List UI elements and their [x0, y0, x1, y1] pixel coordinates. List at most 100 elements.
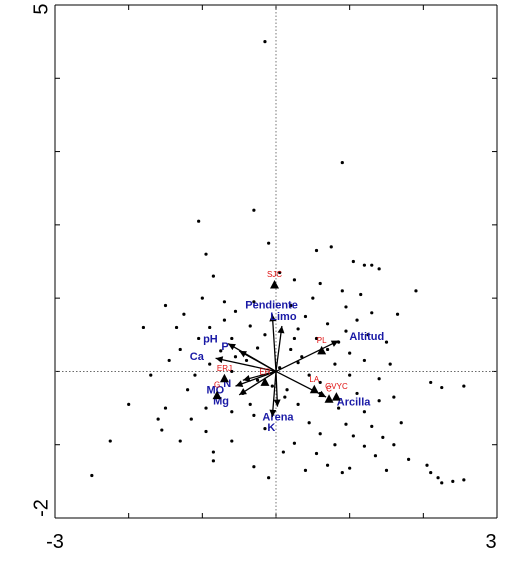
sample-point: [160, 428, 164, 432]
sample-point: [285, 388, 289, 392]
sample-point: [340, 470, 344, 475]
sample-point: [395, 312, 400, 316]
sample-point: [307, 421, 311, 425]
vector-line: [271, 314, 277, 372]
site-label: ERJ: [217, 364, 232, 373]
sample-point: [362, 444, 366, 448]
sample-point: [204, 406, 208, 410]
sample-point: [355, 391, 359, 396]
sample-point: [270, 384, 274, 388]
sample-point: [289, 347, 293, 352]
vector-line: [271, 371, 277, 417]
site-marker: [212, 390, 222, 400]
sample-point: [359, 292, 363, 297]
sample-point: [248, 324, 252, 328]
sample-point: [425, 463, 429, 467]
sample-point: [163, 406, 168, 410]
sample-point: [263, 426, 267, 431]
sample-point: [318, 281, 322, 286]
sample-point: [292, 441, 297, 445]
sample-point: [351, 434, 355, 438]
sample-point: [348, 351, 352, 355]
sample-point: [211, 450, 215, 454]
sample-point: [230, 439, 234, 443]
sample-point: [178, 347, 182, 352]
sample-point: [233, 309, 238, 313]
site-label: SJC: [267, 270, 282, 279]
sample-point: [289, 303, 293, 308]
sample-point: [373, 454, 378, 458]
sample-point: [230, 410, 234, 414]
vector-line: [238, 350, 277, 372]
sample-point: [392, 443, 396, 447]
sample-point: [344, 305, 348, 309]
sample-point: [451, 479, 455, 483]
sample-point: [377, 399, 381, 403]
sample-point: [267, 241, 271, 245]
sample-point: [174, 325, 179, 330]
sample-point: [392, 395, 396, 399]
vector-line: [275, 325, 283, 372]
vector-label: N: [223, 378, 231, 390]
sample-point: [344, 329, 348, 333]
sample-point: [211, 274, 215, 278]
sample-point: [255, 346, 260, 350]
sample-point: [325, 322, 330, 326]
sample-point: [300, 355, 304, 359]
sample-point: [292, 278, 297, 282]
sample-point: [186, 388, 190, 392]
x-tick-label-min: -3: [46, 531, 64, 553]
sample-point: [90, 473, 94, 478]
sample-point: [204, 252, 208, 256]
vector-arrowhead: [273, 399, 281, 407]
sample-point: [263, 333, 267, 337]
sample-point: [318, 380, 322, 385]
sample-point: [208, 325, 212, 330]
vector-arrowhead: [242, 375, 251, 382]
vector-label: Arcilla: [337, 397, 372, 409]
sample-point: [340, 160, 344, 165]
sample-point: [329, 245, 333, 249]
vector-label: Limo: [270, 311, 297, 323]
vector-arrowhead: [239, 350, 247, 358]
sample-point: [200, 296, 204, 300]
sample-point: [189, 417, 193, 421]
sample-point: [230, 369, 234, 374]
sample-point: [440, 481, 444, 485]
vector-arrowhead: [235, 380, 244, 387]
sample-point: [440, 385, 444, 390]
sample-point: [204, 429, 208, 434]
site-marker: [317, 345, 327, 355]
sample-point: [340, 289, 344, 293]
site-label: GVYC: [325, 382, 348, 391]
sample-point: [222, 318, 227, 322]
site-label: LA: [309, 375, 319, 384]
sample-point: [292, 336, 297, 341]
reference-lines: [55, 5, 497, 518]
sample-point: [127, 402, 131, 407]
sample-point: [325, 463, 330, 467]
sample-point: [255, 378, 260, 382]
site-label: C: [326, 384, 332, 393]
sample-point: [219, 349, 223, 353]
sample-point: [366, 333, 370, 337]
site-label: G: [214, 381, 220, 390]
vector-label: P: [221, 341, 228, 353]
sample-point: [233, 355, 238, 359]
sample-point: [333, 443, 337, 447]
vector-label: MO: [206, 384, 224, 396]
sample-point: [384, 340, 389, 344]
sample-point: [318, 432, 322, 436]
sample-point: [230, 336, 234, 341]
vector-arrowhead: [318, 390, 327, 398]
vector-arrowhead: [330, 340, 339, 347]
sample-point: [348, 466, 352, 470]
sample-point: [283, 395, 287, 399]
vector-label: pH: [203, 334, 218, 346]
sample-point: [381, 435, 385, 439]
sample-point: [429, 470, 433, 475]
sample-point: [244, 358, 249, 363]
sample-point: [156, 417, 160, 421]
sample-point: [362, 263, 366, 267]
sample-point: [108, 439, 112, 443]
